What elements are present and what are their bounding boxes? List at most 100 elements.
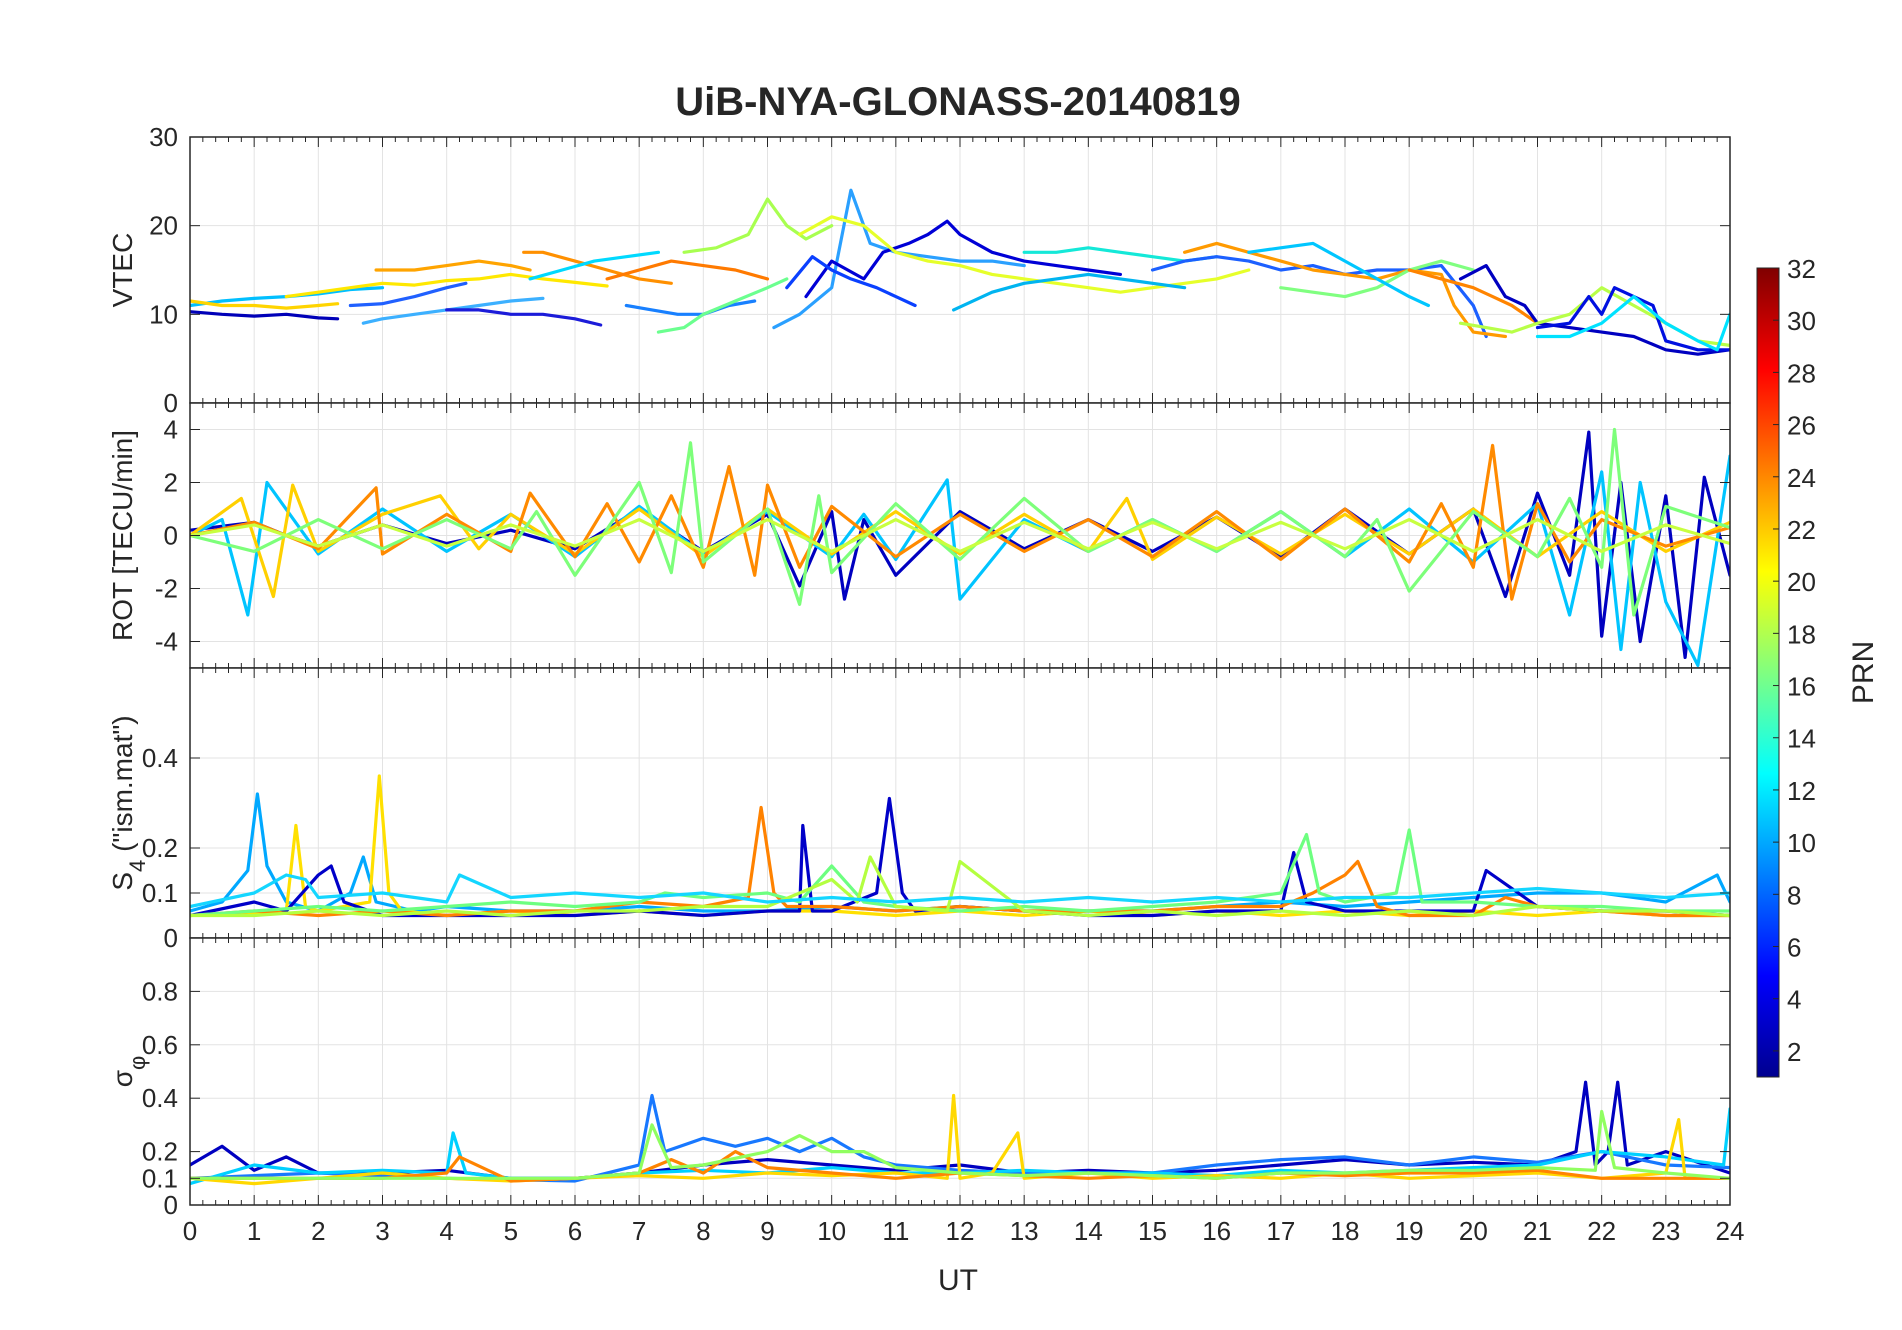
colorbar-tick-label: 22 bbox=[1787, 515, 1816, 545]
x-tick-label: 9 bbox=[760, 1216, 774, 1246]
panel-sigma_phi: 00.10.2 0.4 0.6 0.8 σφ bbox=[107, 937, 1731, 1220]
x-tick-label: 20 bbox=[1459, 1216, 1488, 1246]
series-group bbox=[190, 1080, 1730, 1186]
x-tick-label: 4 bbox=[439, 1216, 453, 1246]
y-tick-label: 0.1 bbox=[142, 878, 178, 908]
series-line-vtec-16 bbox=[785, 255, 917, 308]
y-tick-label: 0.8 bbox=[142, 976, 178, 1006]
x-ticks bbox=[189, 137, 1731, 403]
x-tick-labels: 0 1 2 3 4 5 6 7 8 9 10 11 12 13 14 15 16 17 18 19 20 21 22 23 24 bbox=[183, 1216, 1745, 1246]
x-tick-label: 24 bbox=[1716, 1216, 1745, 1246]
x-ticks bbox=[189, 403, 1731, 668]
y-tick-label: -2 bbox=[155, 574, 178, 604]
x-axis-label: UT bbox=[938, 1264, 978, 1297]
y-tick-label: 0.1 bbox=[142, 1163, 178, 1193]
colorbar-tick-label: 8 bbox=[1787, 880, 1801, 910]
y-axis-label: σφ bbox=[107, 1056, 150, 1088]
series-line-vtec-22 bbox=[1279, 259, 1475, 299]
series-line-sigma_phi-5 bbox=[190, 1109, 1730, 1180]
x-tick-label: 19 bbox=[1395, 1216, 1424, 1246]
series-line-s4-5 bbox=[190, 855, 1730, 918]
x-tick-label: 7 bbox=[632, 1216, 646, 1246]
colorbar-tick-label: 6 bbox=[1787, 933, 1801, 963]
colorbar-tick-label: 30 bbox=[1787, 306, 1816, 336]
x-ticks bbox=[189, 938, 1731, 1205]
x-tick-label: 16 bbox=[1202, 1216, 1231, 1246]
x-tick-label: 22 bbox=[1587, 1216, 1616, 1246]
y-tick-label: 0 bbox=[164, 388, 178, 418]
series-line-s4-6 bbox=[190, 873, 1730, 909]
x-tick-label: 21 bbox=[1523, 1216, 1552, 1246]
series-group bbox=[190, 427, 1730, 668]
series-line-vtec-15 bbox=[804, 219, 1123, 299]
x-tick-label: 3 bbox=[375, 1216, 389, 1246]
y-tick-label: 0.4 bbox=[142, 743, 178, 773]
panel-rot: -4 -2 0 2 4 ROT [TECU/min] bbox=[107, 402, 1731, 669]
x-tick-label: 15 bbox=[1138, 1216, 1167, 1246]
series-line-vtec-0 bbox=[190, 310, 340, 321]
x-tick-label: 0 bbox=[183, 1216, 197, 1246]
x-tick-label: 14 bbox=[1074, 1216, 1103, 1246]
y-axis-label: S4 ("ism.mat") bbox=[107, 715, 150, 890]
series-line-vtec-28 bbox=[1535, 295, 1730, 352]
y-tick-label: 30 bbox=[149, 122, 178, 152]
colorbar-tick-label: 16 bbox=[1787, 672, 1816, 702]
series-line-sigma_phi-1 bbox=[190, 1093, 1730, 1183]
series-line-vtec-8 bbox=[522, 250, 673, 285]
series-line-vtec-13 bbox=[682, 197, 834, 254]
y-tick-label: -4 bbox=[155, 627, 178, 657]
x-tick-label: 6 bbox=[568, 1216, 582, 1246]
series-line-vtec-14 bbox=[772, 188, 1026, 330]
y-tick-label: 2 bbox=[164, 468, 178, 498]
series-line-vtec-5 bbox=[348, 281, 468, 308]
colorbar-tick-label: 2 bbox=[1787, 1037, 1801, 1067]
colorbar-tick-label: 18 bbox=[1787, 619, 1816, 649]
x-tick-label: 1 bbox=[247, 1216, 261, 1246]
y-axis-label: ROT [TECU/min] bbox=[107, 430, 138, 641]
series-line-vtec-27 bbox=[1535, 286, 1730, 352]
x-tick-label: 11 bbox=[882, 1216, 909, 1246]
colorbar-gradient bbox=[1756, 267, 1780, 1078]
series-line-sigma_phi-4 bbox=[190, 1149, 1730, 1183]
colorbar-tick-label: 14 bbox=[1787, 724, 1816, 754]
y-tick-label: 0.4 bbox=[142, 1083, 178, 1113]
series-line-vtec-20 bbox=[1150, 255, 1488, 339]
series-line-vtec-3 bbox=[284, 272, 609, 299]
x-tick-label: 13 bbox=[1010, 1216, 1039, 1246]
y-tick-label: 0.2 bbox=[142, 1137, 178, 1167]
panel-s4: 0 0.1 0.2 0.4S4 ("ism.mat") bbox=[107, 667, 1731, 953]
series-line-vtec-19 bbox=[951, 272, 1187, 312]
x-tick-label: 5 bbox=[504, 1216, 518, 1246]
y-tick-label: 0 bbox=[164, 923, 178, 953]
x-tick-label: 8 bbox=[696, 1216, 710, 1246]
colorbar-tick-label: 26 bbox=[1787, 411, 1816, 441]
series-line-vtec-24 bbox=[1407, 268, 1540, 325]
series-group bbox=[190, 774, 1730, 918]
colorbar-tick-label: 12 bbox=[1787, 776, 1816, 806]
series-group bbox=[190, 188, 1730, 356]
colorbar-tick-label: 24 bbox=[1787, 463, 1816, 493]
series-line-vtec-10 bbox=[528, 250, 661, 281]
series-line-vtec-11 bbox=[624, 299, 757, 316]
series-line-vtec-6 bbox=[445, 308, 603, 327]
x-tick-label: 10 bbox=[817, 1216, 846, 1246]
colorbar-tick-label: 20 bbox=[1787, 567, 1816, 597]
series-line-sigma_phi-2 bbox=[190, 1107, 1730, 1186]
panel-vtec: 0 10 20 30 VTEC bbox=[107, 122, 1731, 418]
y-tick-label: 20 bbox=[149, 211, 178, 241]
series-line-vtec-21 bbox=[1182, 241, 1508, 339]
y-tick-label: 0 bbox=[164, 521, 178, 551]
y-tick-label: 0.2 bbox=[142, 833, 178, 863]
x-tick-label: 23 bbox=[1651, 1216, 1680, 1246]
series-line-vtec-23 bbox=[1247, 241, 1431, 308]
y-tick-label: 10 bbox=[149, 299, 178, 329]
x-tick-label: 2 bbox=[311, 1216, 325, 1246]
series-line-vtec-25 bbox=[1458, 264, 1730, 356]
chart-title: UiB-NYA-GLONASS-20140819 bbox=[675, 80, 1240, 124]
grid bbox=[189, 403, 1731, 668]
colorbar-tick-label: 4 bbox=[1787, 985, 1801, 1015]
colorbar-label: PRN bbox=[1847, 641, 1880, 704]
series-line-vtec-7 bbox=[374, 259, 532, 272]
